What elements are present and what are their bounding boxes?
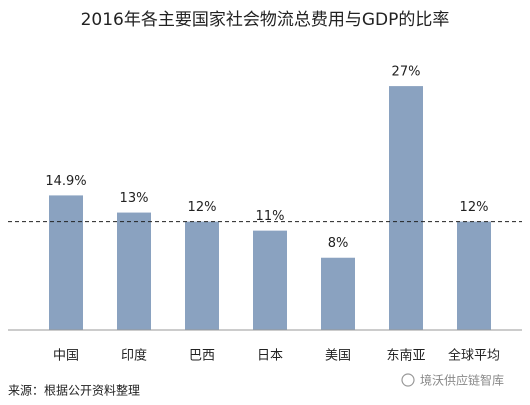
watermark: 境沃供应链智库 — [420, 373, 504, 388]
value-label: 11% — [256, 209, 285, 224]
source: 来源：根据公开资料整理 — [8, 383, 140, 398]
chart-title: 2016年各主要国家社会物流总费用与GDP的比率 — [81, 10, 450, 30]
value-label: 12% — [188, 200, 217, 215]
x-tick-label: 全球平均 — [448, 348, 500, 364]
bar — [117, 212, 151, 330]
x-tick-label: 东南亚 — [386, 348, 425, 364]
bar — [389, 86, 423, 330]
x-tick-label: 日本 — [257, 349, 283, 364]
x-tick-label: 中国 — [53, 349, 79, 364]
bar — [253, 230, 287, 330]
bar — [321, 257, 355, 330]
x-tick-label: 印度 — [121, 348, 147, 364]
value-label: 27% — [392, 65, 421, 80]
x-tick-label: 巴西 — [189, 349, 215, 364]
x-tick-label: 美国 — [325, 349, 351, 364]
value-label: 12% — [460, 200, 489, 215]
watermark-icon — [401, 373, 415, 387]
bar — [457, 221, 491, 330]
bar — [185, 221, 219, 330]
value-label: 13% — [120, 191, 149, 206]
value-label: 8% — [328, 236, 349, 251]
value-label: 14.9% — [45, 174, 86, 189]
bar — [49, 195, 83, 330]
